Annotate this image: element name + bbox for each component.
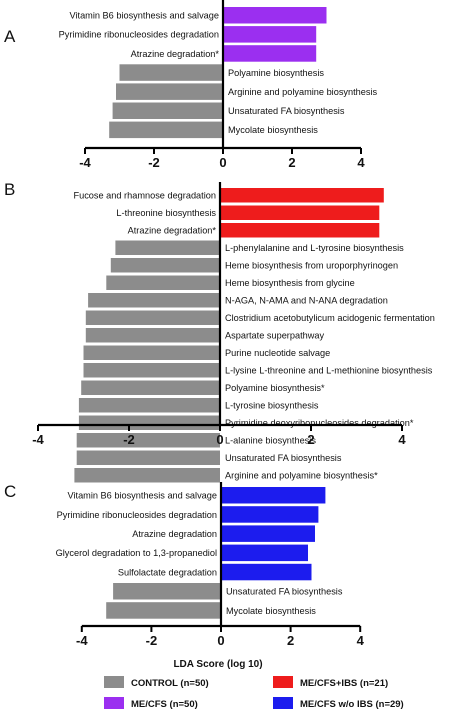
bar-label: Unsaturated FA biosynthesis <box>228 106 345 116</box>
bar <box>221 544 308 562</box>
bar <box>221 525 315 542</box>
bar-label: Arginine and polyamine biosynthesis <box>228 87 378 97</box>
bar <box>113 583 221 600</box>
bar-label: Heme biosynthesis from glycine <box>225 278 355 288</box>
x-tick-label: 0 <box>219 155 226 170</box>
bar-label: Polyamine biosynthesis* <box>225 383 325 393</box>
bar-label: Sulfolactate degradation <box>118 567 217 577</box>
x-tick-label: -2 <box>123 432 135 447</box>
bar-label: Fucose and rhamnose degradation <box>73 191 216 201</box>
bar <box>119 64 223 81</box>
bar <box>223 7 327 24</box>
bar <box>223 45 317 62</box>
bar <box>88 293 220 308</box>
bar <box>106 275 221 290</box>
bar-label: Pyrimidine ribonucleosides degradation <box>59 30 219 40</box>
bar <box>112 102 223 119</box>
x-tick-label: 4 <box>398 432 406 447</box>
legend-swatch <box>273 697 293 709</box>
bar-label: Vitamin B6 biosynthesis and salvage <box>70 11 219 21</box>
bar <box>220 223 380 238</box>
x-tick-label: -2 <box>146 633 158 648</box>
bar-label: Polyamine biosynthesis <box>228 68 324 78</box>
bar-label: Unsaturated FA biosynthesis <box>226 587 343 597</box>
bar <box>85 328 220 343</box>
bar-label: Vitamin B6 biosynthesis and salvage <box>68 491 217 501</box>
x-axis-label: LDA Score (log 10) <box>173 659 262 670</box>
bar <box>116 83 223 100</box>
bar-label: Aspartate superpathway <box>225 331 324 341</box>
bar-label: L-alanine biosynthesis <box>225 436 316 446</box>
bar-label: Atrazine degradation <box>132 529 217 539</box>
bar-label: Mycolate biosynthesis <box>228 125 318 135</box>
bar <box>76 433 220 448</box>
bar-label: Pyrimidine deoxyribonucleosides degradat… <box>225 418 414 428</box>
bar-label: Atrazine degradation* <box>131 49 220 59</box>
x-tick-label: 0 <box>217 633 224 648</box>
bar <box>74 468 221 483</box>
bar <box>81 380 220 395</box>
bar-label: L-tyrosine biosynthesis <box>225 401 319 411</box>
bar-label: Heme biosynthesis from uroporphyrinogen <box>225 261 398 271</box>
bar-label: Atrazine degradation* <box>128 226 217 236</box>
bar <box>76 450 220 465</box>
bar <box>109 121 223 139</box>
bar <box>110 258 220 273</box>
panel-c-chart: Vitamin B6 biosynthesis and salvage Pyrim… <box>56 482 365 648</box>
bar-label: L-phenylalanine and L-tyrosine biosynthe… <box>225 243 404 253</box>
bar <box>221 487 326 504</box>
bar-label: Unsaturated FA biosynthesis <box>225 453 342 463</box>
legend-swatch <box>104 676 124 688</box>
bar-label: Mycolate biosynthesis <box>226 606 316 616</box>
legend: CONTROL (n=50) ME/CFS+IBS (n=21) ME/CFS (n… <box>104 676 404 710</box>
bar <box>221 506 319 523</box>
x-tick-label: -4 <box>76 633 88 648</box>
bar <box>220 188 384 203</box>
panel-b-chart: Fucose and rhamnose degradation L-threoni… <box>32 182 435 483</box>
bar-label: L-threonine biosynthesis <box>116 208 216 218</box>
panel-label-c: C <box>4 482 16 501</box>
x-tick-label: 4 <box>357 155 365 170</box>
bar-label: L-lysine L-threonine and L-methionine bi… <box>225 366 433 376</box>
x-tick-label: 2 <box>288 155 295 170</box>
bar <box>115 240 220 255</box>
legend-label: ME/CFS+IBS (n=21) <box>300 678 388 689</box>
x-tick-label: -4 <box>32 432 44 447</box>
legend-label: ME/CFS (n=50) <box>131 699 198 710</box>
bar <box>223 26 317 43</box>
x-tick-label: 2 <box>287 633 294 648</box>
bar <box>220 205 380 220</box>
bar-label: Pyrimidine ribonucleosides degradation <box>57 510 217 520</box>
x-tick-label: -2 <box>148 155 160 170</box>
bar-label: Glycerol degradation to 1,3-propanediol <box>56 548 217 558</box>
panel-label-a: A <box>4 27 16 46</box>
x-tick-label: 4 <box>357 633 365 648</box>
panel-label-b: B <box>4 180 15 199</box>
bar-label: Clostridium acetobutylicum acidogenic fe… <box>225 313 435 323</box>
bar <box>78 398 221 413</box>
bar-label: Arginine and polyamine biosynthesis* <box>225 471 378 481</box>
bar <box>78 415 221 430</box>
x-tick-label: -4 <box>79 155 91 170</box>
legend-swatch <box>104 697 124 709</box>
bar <box>106 602 221 619</box>
x-tick-label: 0 <box>216 432 223 447</box>
bar <box>83 345 220 360</box>
bar <box>83 363 220 378</box>
legend-label: CONTROL (n=50) <box>131 678 209 689</box>
bar-label: Purine nucleotide salvage <box>225 348 330 358</box>
legend-swatch <box>273 676 293 688</box>
x-tick-label: 2 <box>307 432 314 447</box>
bar <box>221 563 312 581</box>
legend-label: ME/CFS w/o IBS (n=29) <box>300 699 404 710</box>
panel-a-chart: Vitamin B6 biosynthesis and salvage Pyrim… <box>59 0 378 170</box>
bar <box>85 310 220 325</box>
bar-label: N-AGA, N-AMA and N-ANA degradation <box>225 296 388 306</box>
